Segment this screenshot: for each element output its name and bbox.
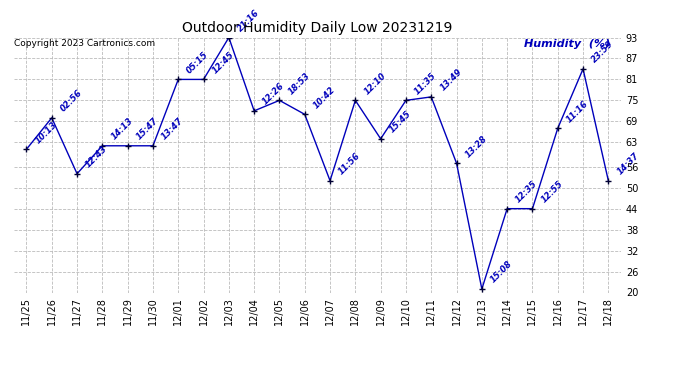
Text: 12:55: 12:55	[540, 179, 564, 204]
Text: 11:16: 11:16	[564, 99, 590, 124]
Text: 13:49: 13:49	[438, 68, 464, 93]
Text: 13:47: 13:47	[160, 116, 185, 142]
Text: 12:10: 12:10	[362, 71, 388, 96]
Text: 12:26: 12:26	[261, 81, 286, 107]
Text: 02:56: 02:56	[59, 88, 84, 114]
Text: 14:37: 14:37	[615, 151, 640, 177]
Text: 12:35: 12:35	[514, 179, 540, 204]
Text: 18:53: 18:53	[286, 71, 312, 96]
Text: 11:56: 11:56	[337, 151, 362, 177]
Text: 15:47: 15:47	[135, 116, 160, 142]
Text: 11:35: 11:35	[413, 71, 438, 96]
Text: Copyright 2023 Cartronics.com: Copyright 2023 Cartronics.com	[14, 39, 155, 48]
Text: 13:28: 13:28	[464, 134, 489, 159]
Text: 12:43: 12:43	[84, 144, 109, 170]
Text: 15:45: 15:45	[388, 109, 413, 135]
Text: Humidity  (%): Humidity (%)	[524, 39, 611, 50]
Text: 10:42: 10:42	[312, 85, 337, 110]
Text: 10:13: 10:13	[33, 120, 59, 145]
Text: 15:08: 15:08	[489, 260, 514, 285]
Text: 23:59: 23:59	[590, 39, 615, 65]
Text: 21:16: 21:16	[236, 8, 261, 33]
Text: 05:15: 05:15	[185, 50, 210, 75]
Text: 12:45: 12:45	[210, 50, 236, 75]
Text: 14:13: 14:13	[109, 116, 135, 142]
Title: Outdoor Humidity Daily Low 20231219: Outdoor Humidity Daily Low 20231219	[182, 21, 453, 35]
